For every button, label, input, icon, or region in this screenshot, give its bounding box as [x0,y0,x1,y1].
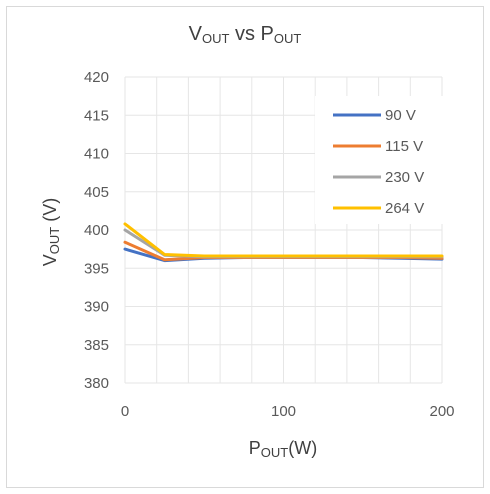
y-tick-label: 395 [84,260,109,277]
x-axis-label: POUT(W) [249,438,317,460]
legend-background [315,96,445,224]
y-axis-label: VOUT (V) [40,198,62,266]
chart-frame [6,6,484,488]
x-tick-label: 0 [121,403,129,420]
y-tick-label: 385 [84,337,109,354]
y-tick-label: 415 [84,107,109,124]
y-tick-label: 405 [84,184,109,201]
y-tick-labels: 380 385 390 395 400 405 410 415 420 [84,69,109,392]
legend-label-2: 115 V [385,138,423,155]
series-lines [123,222,444,263]
legend: 90 V 115 V 230 V 264 V [315,96,445,224]
y-tick-label: 380 [84,375,109,392]
y-tick-label: 410 [84,146,109,163]
x-tick-labels: 0 100 200 [121,403,455,420]
legend-label-3: 230 V [385,169,424,186]
legend-label-4: 264 V [385,200,424,217]
x-tick-label: 200 [429,403,454,420]
legend-label-1: 90 V [385,107,416,124]
chart-title: VOUT vs POUT [189,23,302,46]
series-line-4 [123,222,444,258]
x-tick-label: 100 [271,403,296,420]
y-tick-label: 400 [84,222,109,239]
y-tick-label: 390 [84,299,109,316]
y-tick-label: 420 [84,69,109,86]
